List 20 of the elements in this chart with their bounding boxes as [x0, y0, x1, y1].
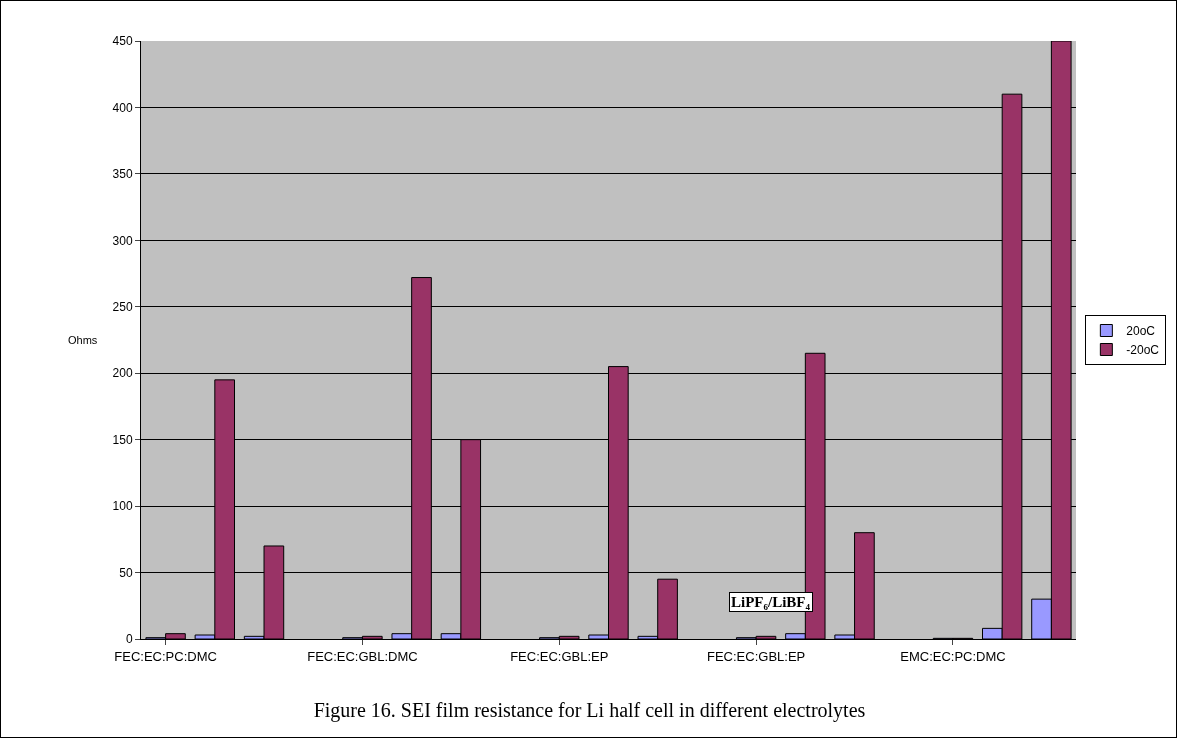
x-tick-label: FEC:EC:GBL:DMC: [307, 648, 418, 664]
x-tick-label: EMC:EC:PC:DMC: [900, 648, 1006, 664]
y-tick-label: 400: [112, 100, 133, 115]
x-tick-label: FEC:EC:GBL:EP: [510, 648, 609, 664]
y-tick-label: 250: [112, 299, 133, 314]
x-tick-label: FEC:EC:PC:DMC: [114, 648, 217, 664]
y-tick-label: 150: [112, 432, 133, 447]
legend-label: -20oC: [1126, 343, 1160, 358]
y-tick-label: 350: [112, 167, 133, 182]
y-tick-label: 50: [119, 565, 133, 580]
annotation: LiPF₆/LiBF₄: [731, 594, 811, 610]
y-tick-label: 450: [112, 34, 133, 49]
x-tick-label: FEC:EC:GBL:EP: [707, 648, 806, 664]
y-tick-label: 0: [125, 632, 133, 647]
y-tick-label: 200: [112, 366, 133, 381]
y-axis-title: Ohms: [68, 334, 98, 346]
text: Figure 16. SEI film resistance for Li half cell in different electrolytes: [313, 698, 866, 722]
legend-label: 20oC: [1126, 324, 1156, 339]
y-tick-label: 300: [112, 233, 133, 248]
y-tick-label: 100: [112, 499, 133, 514]
